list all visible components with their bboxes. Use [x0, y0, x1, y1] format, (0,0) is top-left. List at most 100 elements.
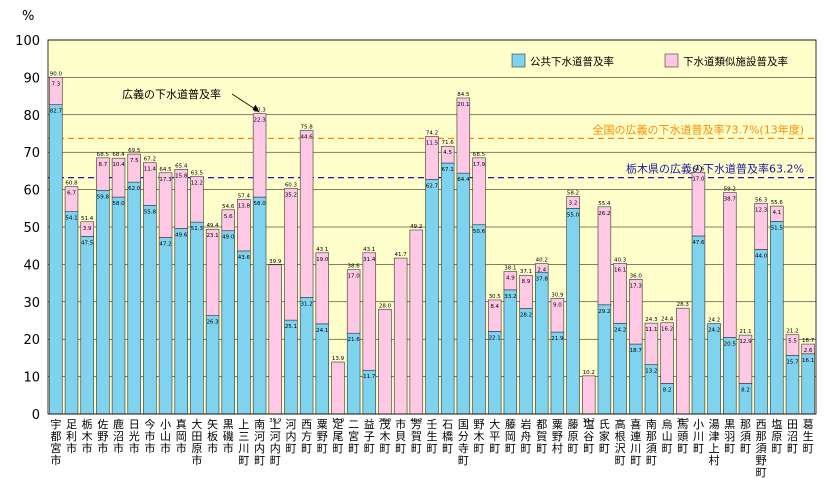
public-value-label: 55.8 [144, 209, 157, 215]
total-label: 39.9 [269, 259, 282, 265]
x-tick-label: 塩谷町 [583, 417, 594, 455]
x-tick-label: 南那須町 [646, 418, 657, 467]
bar-public [754, 249, 768, 415]
x-tick-label: 宇都宮市 [50, 418, 61, 467]
bar-similar [660, 322, 674, 384]
total-label: 28.0 [379, 303, 392, 309]
bar-public [284, 319, 298, 415]
bar-similar [613, 262, 627, 324]
bar-similar [487, 299, 502, 332]
similar-value-label: 9.0 [553, 302, 562, 308]
x-tick-label: 栃木市 [82, 417, 93, 455]
bar-public [707, 323, 721, 415]
total-label: 65.4 [175, 163, 188, 169]
bar-similar [205, 228, 220, 316]
bar-similar [519, 274, 533, 309]
similar-value-label: 17.3 [630, 283, 643, 289]
public-value-label: 51.3 [191, 226, 204, 232]
bar-similar [362, 252, 377, 371]
public-value-label: 55.0 [567, 212, 580, 218]
x-tick-label: 国分寺町 [458, 418, 469, 467]
public-value-label: 21.6 [348, 337, 361, 343]
public-value-label: 13.9 [332, 418, 345, 424]
public-value-label: 51.5 [771, 225, 784, 231]
similar-value-label: 16.1 [614, 267, 626, 273]
public-value-label: 37.8 [536, 277, 549, 283]
x-tick-label: 岩舟町 [521, 417, 532, 455]
bar-similar [409, 229, 424, 415]
total-label: 43.1 [363, 247, 375, 253]
x-tick-label: 湯津上村 [709, 418, 720, 467]
total-label: 68.5 [97, 152, 110, 158]
total-label: 43.1 [316, 247, 328, 253]
bar-similar [425, 136, 439, 180]
bar-similar [268, 264, 282, 415]
total-label: 40.3 [614, 257, 627, 263]
bar-public [597, 304, 612, 415]
bars [49, 77, 815, 415]
total-label: 24.3 [645, 317, 658, 323]
similar-value-label: 8.7 [98, 162, 107, 168]
y-tick-label: 40 [23, 258, 40, 273]
data-labels: 90.0 7.3 82.7 60.8 6.7 54.1 51.4 3.9 47.5 68.5 8.7… [50, 71, 815, 424]
bar-similar [284, 188, 298, 321]
similar-value-label: 11.5 [426, 140, 439, 146]
similar-value-label: 4.5 [443, 150, 452, 156]
public-value-label: 22.1 [489, 335, 501, 341]
bar-public [566, 208, 580, 415]
bar-similar [503, 271, 518, 291]
x-tick-label: 芳賀町 [411, 417, 422, 455]
y-tick-labels: 0 10 20 30 40 50 60 70 80 90 100 [15, 34, 40, 423]
total-label: 37.1 [520, 269, 532, 275]
x-tick-label: 鹿沼市 [113, 417, 124, 455]
x-tick-label: 小川町 [693, 418, 704, 455]
legend: 公共下水道普及率 下水道類似施設普及率 [511, 53, 788, 68]
x-tick-label: 馬頭町 [677, 418, 688, 455]
bar-public [299, 297, 314, 415]
total-label: 67.2 [144, 157, 156, 163]
total-label: 71.6 [442, 140, 455, 146]
public-value-label: 25.1 [285, 324, 297, 330]
total-label: 36.0 [630, 273, 643, 279]
annotation: 広義の下水道普及率 [122, 87, 260, 113]
x-tick-label: 益子町 [364, 417, 375, 455]
x-tick-label: 佐野市 [97, 417, 108, 455]
bar-similar [64, 186, 79, 212]
total-label: 18.7 [802, 338, 815, 344]
public-value-label: 10.2 [583, 418, 595, 424]
similar-value-label: 8.4 [490, 304, 499, 310]
public-value-label: 43.6 [238, 255, 251, 261]
similar-value-label: 22.3 [253, 118, 266, 124]
x-tick-label: 二宮町 [348, 418, 359, 455]
bar-public [456, 172, 471, 415]
x-tick-label: 大平町 [489, 417, 500, 455]
legend-swatch-public [511, 53, 526, 68]
bar-similar [221, 209, 235, 232]
bar-public [80, 236, 94, 415]
x-tick-label: 大田原市 [191, 417, 202, 467]
x-tick-label: 真岡市 [176, 417, 187, 455]
total-label: 74.2 [426, 130, 438, 136]
total-label: 75.8 [300, 125, 313, 131]
bar-public [237, 250, 251, 415]
total-label: 60.3 [285, 182, 298, 188]
bar-similar [96, 157, 110, 191]
y-tick-label: 100 [15, 34, 40, 49]
public-value-label: 28.3 [677, 418, 690, 424]
public-value-label: 24.1 [316, 328, 328, 334]
bar-public [221, 230, 235, 415]
bar-similar [111, 157, 126, 198]
bar-public [158, 237, 173, 415]
similar-value-label: 7.3 [51, 81, 60, 87]
similar-value-label: 13.8 [238, 203, 251, 209]
bar-public [190, 221, 204, 415]
total-label: 57.4 [238, 193, 251, 199]
bar-similar [346, 269, 361, 334]
total-label: 51.4 [81, 216, 94, 222]
x-tick-label: 田沼町 [787, 418, 798, 455]
reference-line-label: 全国の広義の下水道普及率73.7%(13年度) [592, 122, 804, 136]
bar-similar [550, 298, 565, 333]
public-value-label: 26.3 [206, 320, 219, 326]
bar-similar [127, 153, 141, 183]
similar-value-label: 5.6 [224, 214, 233, 220]
